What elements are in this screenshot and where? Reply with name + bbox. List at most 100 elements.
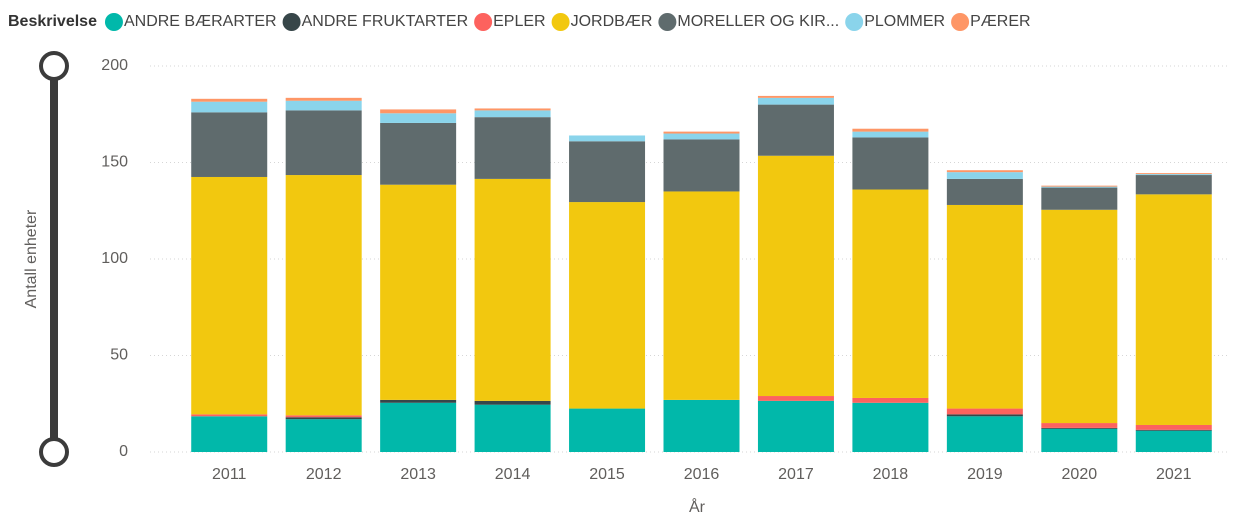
bar-segment xyxy=(1135,173,1212,175)
bar-segment xyxy=(1135,174,1212,176)
bar-segment xyxy=(852,131,929,138)
bar-segment xyxy=(946,172,1023,179)
legend-swatch xyxy=(551,13,570,31)
bar-segment xyxy=(380,402,457,452)
bar-segment xyxy=(946,416,1023,452)
bar-segment xyxy=(474,404,551,452)
legend-item: PLOMMER xyxy=(845,13,945,31)
bar-segment xyxy=(569,135,646,142)
x-tick-label: 2016 xyxy=(684,466,720,483)
y-tick-label: 150 xyxy=(101,154,128,171)
bar-segment xyxy=(946,204,1023,409)
x-axis-title: År xyxy=(689,497,706,516)
bar-segment xyxy=(852,137,929,190)
x-tick-label: 2013 xyxy=(400,466,436,483)
bar-segment xyxy=(285,415,362,418)
bar-segment xyxy=(1135,175,1212,195)
bar-segment xyxy=(852,402,929,452)
x-tick-label: 2020 xyxy=(1062,466,1098,483)
bar-segment xyxy=(757,97,834,105)
legend-item: EPLER xyxy=(474,13,546,31)
bar-segment xyxy=(1041,186,1118,188)
legend-item: MORELLER OG KIR... xyxy=(658,13,839,31)
bar-segment xyxy=(946,178,1023,205)
bar-segment xyxy=(380,122,457,185)
legend-label: ANDRE BÆRARTER xyxy=(124,13,277,30)
bar-segment xyxy=(1135,430,1212,452)
bar-segment xyxy=(380,113,457,123)
legend-label: JORDBÆR xyxy=(571,13,653,30)
bar-segment xyxy=(285,100,362,111)
bar-segment xyxy=(1135,194,1212,425)
bar-segment xyxy=(1041,423,1118,428)
slider-handle[interactable] xyxy=(39,437,69,467)
bar-segment xyxy=(191,416,268,452)
bar-segment xyxy=(380,399,457,403)
y-tick-label: 200 xyxy=(101,57,128,74)
x-tick-label: 2011 xyxy=(212,466,247,483)
legend-label: PÆRER xyxy=(970,13,1030,30)
bar-segment xyxy=(191,176,268,415)
x-tick-label: 2014 xyxy=(495,466,531,483)
bar-segment xyxy=(946,170,1023,173)
y-tick-label: 50 xyxy=(110,347,128,364)
legend-label: ANDRE FRUKTARTER xyxy=(302,13,469,30)
legend-swatch xyxy=(845,13,864,31)
x-tick-label: 2021 xyxy=(1156,466,1192,483)
slider-handle[interactable] xyxy=(39,51,69,81)
legend-swatch xyxy=(658,13,677,31)
x-tick-label: 2018 xyxy=(873,466,909,483)
bar-segment xyxy=(663,131,740,134)
bar-segment xyxy=(1041,427,1118,429)
bar-segment xyxy=(191,112,268,177)
x-tick-label: 2012 xyxy=(306,466,342,483)
range-slider[interactable] xyxy=(39,51,69,467)
bar-segment xyxy=(380,109,457,114)
bar-segment xyxy=(285,175,362,416)
bar-segment xyxy=(852,189,929,398)
bar-segment xyxy=(663,191,740,400)
bar-segment xyxy=(380,184,457,400)
bar-segment xyxy=(474,108,551,111)
bar-segment xyxy=(757,95,834,98)
x-tick-label: 2017 xyxy=(778,466,814,483)
legend-title: Beskrivelse xyxy=(8,13,97,30)
bar-segment xyxy=(191,98,268,102)
bar-segment xyxy=(663,133,740,140)
legend-label: EPLER xyxy=(493,13,545,30)
bar-segment xyxy=(474,110,551,118)
bar-segment xyxy=(285,417,362,420)
bar-segment xyxy=(946,414,1023,417)
bar-segment xyxy=(569,141,646,203)
bar-segment xyxy=(474,117,551,179)
legend-label: MORELLER OG KIR... xyxy=(677,13,839,30)
legend-swatch xyxy=(282,13,301,31)
bar-segment xyxy=(285,110,362,176)
bar-segment xyxy=(474,400,551,405)
legend-item: ANDRE BÆRARTER xyxy=(104,13,277,31)
bar-segment xyxy=(1135,429,1212,431)
legend-item: ANDRE FRUKTARTER xyxy=(282,13,469,31)
bar-segment xyxy=(1041,185,1118,187)
legend-label: PLOMMER xyxy=(864,13,945,30)
bar-segment xyxy=(191,414,268,417)
y-axis-title: Antall enheter xyxy=(23,209,40,308)
bar-segment xyxy=(757,104,834,156)
legend-item: PÆRER xyxy=(951,13,1031,31)
bar-segment xyxy=(852,397,929,403)
legend-swatch xyxy=(104,13,123,31)
bar-segment xyxy=(285,97,362,101)
bar-segment xyxy=(569,202,646,409)
y-tick-label: 0 xyxy=(119,443,128,460)
bar-segment xyxy=(663,399,740,452)
y-tick-label: 100 xyxy=(101,250,128,267)
bar-segment xyxy=(1041,428,1118,452)
bar-segment xyxy=(569,408,646,452)
bar-segment xyxy=(757,396,834,401)
bar-segment xyxy=(852,128,929,132)
bar-segment xyxy=(191,101,268,113)
bar-segment xyxy=(474,178,551,401)
legend-item: JORDBÆR xyxy=(551,13,653,31)
bar-segment xyxy=(1135,424,1212,430)
